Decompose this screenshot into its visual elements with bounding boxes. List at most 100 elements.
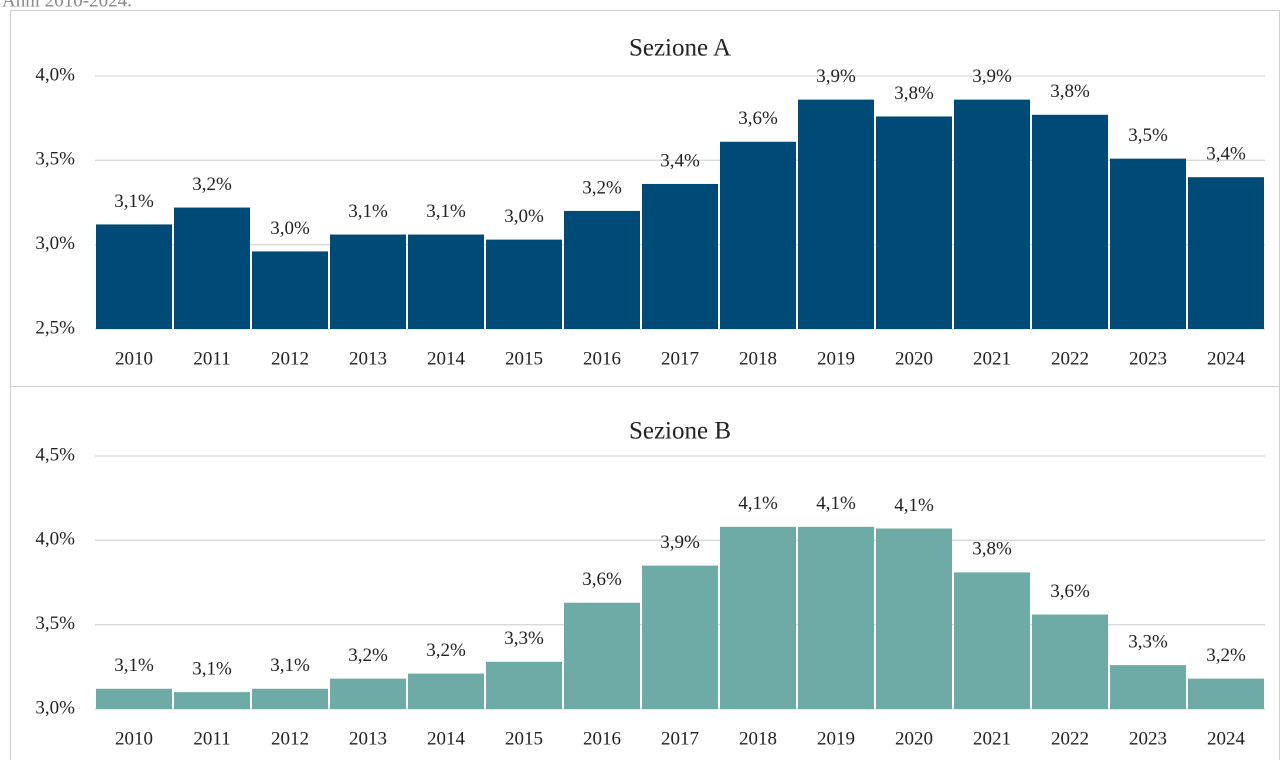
value-label: 3,1% bbox=[426, 201, 466, 222]
y-tick-label: 2,5% bbox=[35, 317, 75, 338]
bar bbox=[330, 234, 406, 329]
x-tick-label: 2015 bbox=[505, 348, 543, 369]
x-tick-label: 2023 bbox=[1129, 728, 1167, 749]
value-label: 3,8% bbox=[972, 539, 1012, 560]
value-label: 4,1% bbox=[894, 495, 934, 516]
x-tick-label: 2014 bbox=[427, 348, 466, 369]
bar bbox=[798, 99, 874, 329]
value-label: 3,1% bbox=[192, 658, 232, 679]
value-label: 3,1% bbox=[114, 191, 154, 212]
value-label: 3,1% bbox=[270, 655, 310, 676]
x-tick-label: 2019 bbox=[817, 728, 855, 749]
x-tick-label: 2013 bbox=[349, 728, 387, 749]
bar bbox=[642, 183, 718, 329]
x-tick-label: 2023 bbox=[1129, 348, 1167, 369]
bar bbox=[96, 224, 172, 329]
x-tick-label: 2024 bbox=[1207, 348, 1246, 369]
bar bbox=[876, 116, 952, 329]
value-label: 4,1% bbox=[738, 493, 778, 514]
x-tick-label: 2010 bbox=[115, 728, 153, 749]
x-tick-label: 2011 bbox=[193, 728, 230, 749]
value-label: 4,1% bbox=[816, 493, 856, 514]
x-tick-label: 2019 bbox=[817, 348, 855, 369]
bar bbox=[1110, 665, 1186, 709]
x-tick-label: 2017 bbox=[661, 728, 699, 749]
value-label: 3,6% bbox=[738, 108, 778, 129]
bar bbox=[954, 572, 1030, 709]
bar bbox=[252, 688, 328, 709]
value-label: 3,1% bbox=[348, 201, 388, 222]
x-tick-label: 2010 bbox=[115, 348, 153, 369]
x-tick-label: 2015 bbox=[505, 728, 543, 749]
value-label: 3,2% bbox=[582, 177, 622, 198]
bar bbox=[96, 688, 172, 709]
value-label: 3,2% bbox=[348, 645, 388, 666]
bar bbox=[1188, 177, 1264, 329]
bar bbox=[720, 141, 796, 329]
x-tick-label: 2018 bbox=[739, 728, 777, 749]
y-tick-label: 3,0% bbox=[35, 697, 75, 718]
bar bbox=[408, 234, 484, 329]
value-label: 3,1% bbox=[114, 655, 154, 676]
bar bbox=[798, 526, 874, 709]
x-tick-label: 2012 bbox=[271, 348, 309, 369]
value-label: 3,2% bbox=[1206, 645, 1246, 666]
bar bbox=[642, 565, 718, 709]
value-label: 3,0% bbox=[270, 218, 310, 239]
x-tick-label: 2021 bbox=[973, 728, 1011, 749]
bar bbox=[252, 251, 328, 329]
chart-title: Sezione B bbox=[629, 418, 731, 445]
bar bbox=[720, 526, 796, 709]
value-label: 3,3% bbox=[1128, 632, 1168, 653]
x-tick-label: 2018 bbox=[739, 348, 777, 369]
bar bbox=[408, 673, 484, 709]
frame bbox=[10, 10, 1280, 760]
x-tick-label: 2020 bbox=[895, 728, 933, 749]
y-tick-label: 4,5% bbox=[35, 444, 75, 465]
x-tick-label: 2013 bbox=[349, 348, 387, 369]
bar bbox=[174, 207, 250, 329]
chart-title: Sezione A bbox=[629, 35, 731, 62]
x-tick-label: 2020 bbox=[895, 348, 933, 369]
y-tick-label: 4,0% bbox=[35, 529, 75, 550]
value-label: 3,5% bbox=[1128, 125, 1168, 146]
value-label: 3,8% bbox=[1050, 81, 1090, 102]
bar bbox=[174, 692, 250, 709]
x-tick-label: 2022 bbox=[1051, 348, 1089, 369]
bar bbox=[486, 661, 562, 709]
value-label: 3,9% bbox=[816, 66, 856, 87]
bar bbox=[954, 99, 1030, 329]
bar bbox=[486, 239, 562, 329]
value-label: 3,6% bbox=[1050, 581, 1090, 602]
value-label: 3,9% bbox=[972, 66, 1012, 87]
x-tick-label: 2022 bbox=[1051, 728, 1089, 749]
x-tick-label: 2012 bbox=[271, 728, 309, 749]
x-tick-label: 2016 bbox=[583, 728, 621, 749]
bar bbox=[876, 528, 952, 709]
y-tick-label: 3,5% bbox=[35, 613, 75, 634]
value-label: 3,2% bbox=[192, 174, 232, 195]
value-label: 3,6% bbox=[582, 569, 622, 590]
x-tick-label: 2021 bbox=[973, 348, 1011, 369]
bar bbox=[330, 678, 406, 709]
x-tick-label: 2014 bbox=[427, 728, 466, 749]
x-tick-label: 2016 bbox=[583, 348, 621, 369]
value-label: 3,9% bbox=[660, 532, 700, 553]
value-label: 3,3% bbox=[504, 628, 544, 649]
bar bbox=[1032, 614, 1108, 709]
value-label: 3,2% bbox=[426, 640, 466, 661]
x-tick-label: 2024 bbox=[1207, 728, 1246, 749]
bar bbox=[1188, 678, 1264, 709]
x-tick-label: 2017 bbox=[661, 348, 699, 369]
bar bbox=[564, 602, 640, 709]
y-tick-label: 3,0% bbox=[35, 233, 75, 254]
y-tick-label: 4,0% bbox=[35, 64, 75, 85]
bar bbox=[1032, 114, 1108, 329]
bar bbox=[564, 210, 640, 329]
bar bbox=[1110, 158, 1186, 329]
note: Anni 2010-2024. bbox=[2, 0, 132, 11]
value-label: 3,0% bbox=[504, 206, 544, 227]
value-label: 3,4% bbox=[660, 150, 700, 171]
